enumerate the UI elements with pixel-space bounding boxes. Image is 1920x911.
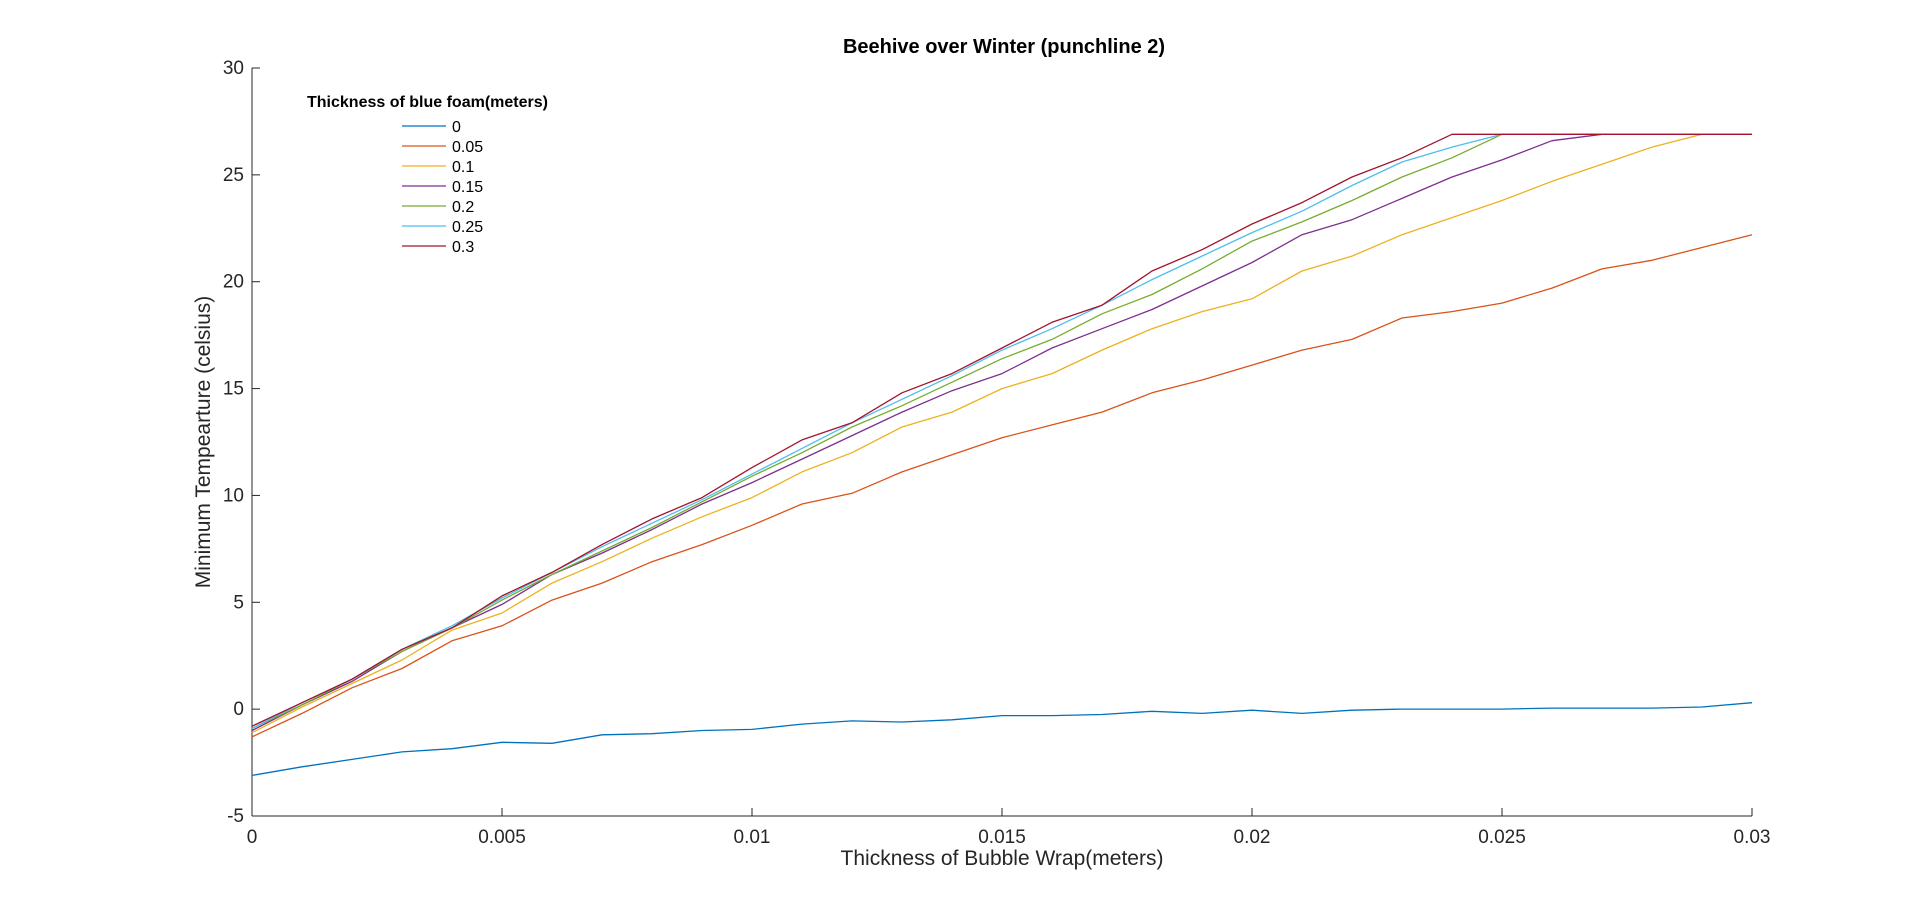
- series-line-3: [251, 133, 1752, 732]
- y-ticks: -5 0 5 10 15 20 25 30: [223, 58, 260, 827]
- x-axis-label: Thickness of Bubble Wrap(meters): [841, 847, 1164, 870]
- x-tick-label: 0.01: [734, 827, 771, 848]
- y-tick-label: 5: [233, 592, 244, 613]
- x-tick-label: 0.005: [478, 827, 526, 848]
- x-tick-label: 0: [247, 827, 258, 848]
- y-axis-label: Minimum Tempearture (celsius): [192, 296, 215, 589]
- legend-items: 0 0.05 0.1 0.15 0.2 0.25 0.3: [402, 119, 483, 256]
- legend-label: 0.15: [452, 179, 483, 196]
- y-tick-label: -5: [227, 806, 244, 827]
- series-line-6: [251, 133, 1752, 727]
- x-tick-label: 0.025: [1478, 827, 1526, 848]
- y-tick-label: 20: [223, 272, 244, 293]
- chart-title: Beehive over Winter (punchline 2): [843, 36, 1165, 58]
- y-tick-label: 30: [223, 58, 244, 79]
- y-tick-label: 0: [233, 699, 244, 720]
- legend-label: 0.25: [452, 219, 483, 236]
- x-tick-label: 0.03: [1734, 827, 1771, 848]
- legend-label: 0.05: [452, 139, 483, 156]
- series-line-0: [251, 702, 1753, 777]
- series-lines: [251, 133, 1753, 777]
- plot-area: 0 0.005 0.01 0.015 0.02 0.025 0.03 -5051015202…: [223, 58, 1771, 848]
- legend-label: 0.2: [452, 199, 474, 216]
- legend-title: Thickness of blue foam(meters): [307, 94, 548, 111]
- x-tick-label: 0.015: [978, 827, 1026, 848]
- legend-label: 0.1: [452, 159, 474, 176]
- y-tick-label: 25: [223, 165, 244, 186]
- series-line-1: [251, 234, 1753, 738]
- series-line-2: [251, 133, 1752, 734]
- legend-label: 0.3: [452, 239, 474, 256]
- y-tick-label: 15: [223, 379, 244, 400]
- x-ticks: 0 0.005 0.01 0.015 0.02 0.025 0.03: [247, 808, 1771, 848]
- legend-label: 0: [452, 119, 461, 136]
- y-tick-label: 10: [223, 485, 244, 506]
- legend: Thickness of blue foam(meters) 00.050.10…: [307, 94, 548, 256]
- x-tick-label: 0.02: [1234, 827, 1271, 848]
